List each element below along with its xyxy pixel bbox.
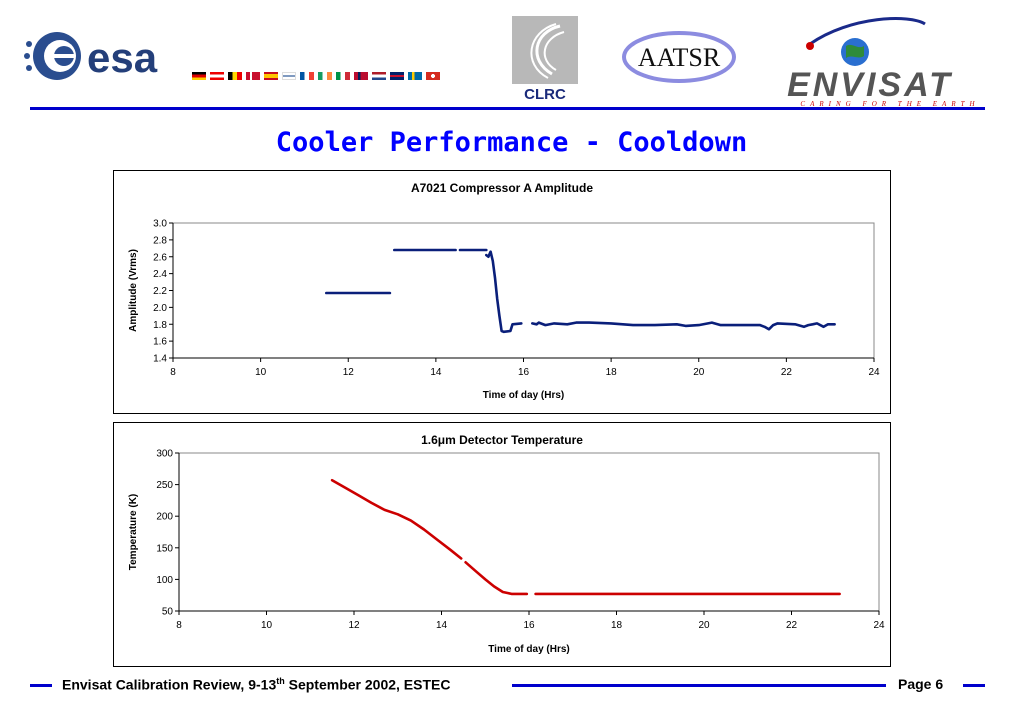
footer-event: Envisat Calibration Review, 9-13th Septe… (62, 676, 450, 693)
y-tick-label: 1.6 (153, 337, 167, 348)
data-series-line (502, 322, 523, 334)
flag-sweden-icon (408, 72, 422, 80)
x-tick-label: 22 (786, 620, 798, 631)
y-tick-label: 300 (156, 449, 173, 460)
y-tick-label: 2.2 (153, 286, 167, 297)
header-divider (30, 107, 985, 110)
y-tick-label: 2.0 (153, 303, 167, 314)
data-series-line (464, 561, 529, 596)
chart-compressor-amplitude-svg: A7021 Compressor A Amplitude 1.4 1.6 1.8 2.0… (128, 181, 880, 401)
page-number: Page 6 (898, 676, 944, 692)
x-tick-label: 14 (436, 620, 448, 631)
chart-title: A7021 Compressor A Amplitude (411, 181, 593, 195)
flag-netherlands-icon (372, 72, 386, 80)
chart-title: 1.6μm Detector Temperature (421, 433, 583, 447)
plot-area (178, 452, 880, 612)
clrc-logo: CLRC (512, 16, 578, 102)
x-tick-label: 18 (606, 367, 618, 378)
y-tick-label: 1.8 (153, 320, 167, 331)
x-tick-label: 10 (261, 620, 273, 631)
flag-italy-icon (336, 72, 350, 80)
flag-denmark-icon (246, 72, 260, 80)
x-tick-label: 16 (523, 620, 535, 631)
x-tick-label: 12 (343, 367, 355, 378)
y-tick-label: 50 (162, 607, 174, 618)
y-tick-label: 2.4 (153, 269, 167, 280)
esa-logo-text: esa (87, 34, 158, 81)
esa-logo: esa (24, 32, 158, 81)
envisat-logo: ENVISAT CARING FOR THE EARTH (787, 17, 979, 108)
flag-uk-icon (390, 72, 404, 80)
clrc-logo-text: CLRC (524, 86, 566, 102)
aatsr-logo: AATSR (622, 31, 736, 83)
flag-france-icon (300, 72, 314, 80)
x-tick-label: 8 (176, 620, 182, 631)
footer-line-right (963, 684, 985, 687)
x-tick-label: 14 (430, 367, 442, 378)
x-axis-label: Time of day (Hrs) (488, 644, 570, 655)
flag-norway-icon (354, 72, 368, 80)
y-tick-label: 3.0 (153, 219, 167, 230)
slide-title: Cooler Performance - Cooldown (275, 127, 748, 158)
flag-belgium-icon (228, 72, 242, 80)
y-tick-label: 2.6 (153, 252, 167, 263)
footer-event-sup: th (276, 676, 285, 686)
envisat-logo-text: ENVISAT (787, 66, 953, 104)
x-tick-label: 20 (698, 620, 710, 631)
y-axis-label: Amplitude (Vrms) (128, 249, 139, 332)
y-axis-label: Temperature (K) (128, 494, 139, 571)
flag-ireland-icon (318, 72, 332, 80)
aatsr-logo-text: AATSR (638, 43, 721, 72)
x-tick-label: 18 (611, 620, 623, 631)
y-tick-label: 1.4 (153, 354, 167, 365)
plot-area (172, 222, 875, 359)
x-tick-label: 24 (868, 367, 880, 378)
x-tick-label: 8 (170, 367, 176, 378)
flag-finland-icon (282, 72, 296, 80)
y-tick-label: 200 (156, 512, 173, 523)
y-tick-label: 250 (156, 480, 173, 491)
x-tick-label: 20 (693, 367, 705, 378)
x-tick-label: 16 (518, 367, 530, 378)
chart-detector-temperature-svg: 1.6μm Detector Temperature 50 100 150 200 250… (128, 433, 885, 655)
data-series-line (530, 321, 836, 331)
flag-spain-icon (264, 72, 278, 80)
y-tick-label: 100 (156, 575, 173, 586)
x-axis-label: Time of day (Hrs) (483, 390, 565, 401)
x-tick-label: 24 (873, 620, 885, 631)
y-tick-label: 2.8 (153, 235, 167, 246)
footer-line-left (30, 684, 52, 687)
footer-event-prefix: Envisat Calibration Review, 9-13 (62, 676, 277, 693)
x-tick-label: 10 (255, 367, 267, 378)
chart-detector-temperature: 1.6μm Detector Temperature 50 100 150 200 250… (113, 422, 891, 667)
data-series-line (330, 478, 463, 560)
footer-line-middle (512, 684, 886, 687)
footer-event-suffix: September 2002, ESTEC (284, 676, 451, 693)
flag-germany-icon (192, 72, 206, 80)
data-series-line (484, 250, 506, 334)
envisat-tagline: CARING FOR THE EARTH (800, 100, 979, 108)
x-tick-label: 12 (348, 620, 360, 631)
flag-switzerland-icon (426, 72, 440, 80)
y-tick-label: 150 (156, 543, 173, 554)
chart-compressor-amplitude: A7021 Compressor A Amplitude 1.4 1.6 1.8 2.0… (113, 170, 891, 414)
x-tick-label: 22 (781, 367, 793, 378)
flag-austria-icon (210, 72, 224, 80)
